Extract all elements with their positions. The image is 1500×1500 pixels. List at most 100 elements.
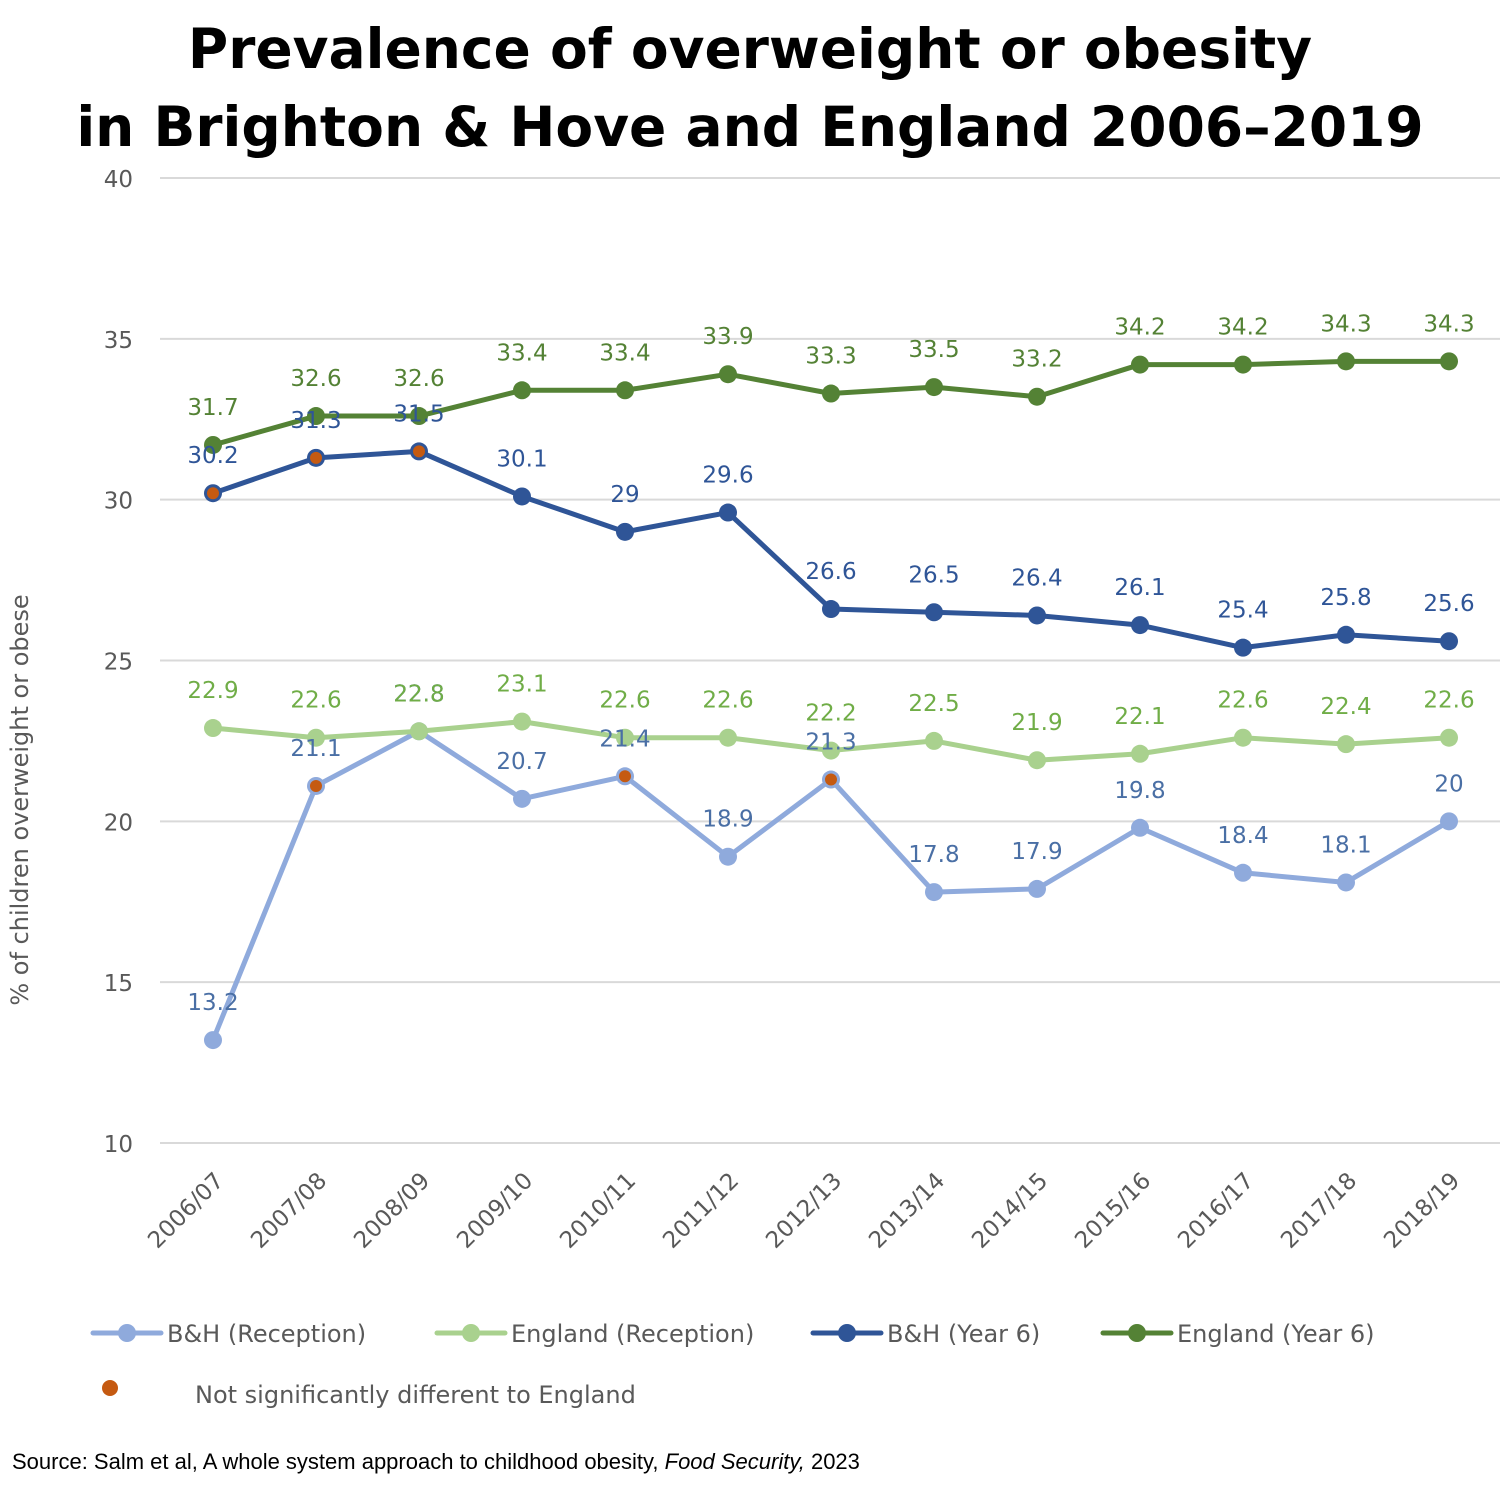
data-point (1131, 744, 1149, 763)
data-label: 33.9 (702, 324, 753, 350)
data-point (1440, 632, 1458, 651)
x-tick-label: 2017/18 (1276, 1168, 1362, 1254)
data-label: 22.6 (1217, 688, 1268, 714)
chart-title: Prevalence of overweight or obesity in B… (0, 10, 1500, 166)
data-label: 21.1 (290, 736, 341, 762)
data-point (1234, 863, 1252, 882)
data-point (1337, 873, 1355, 892)
y-tick-label: 10 (104, 1132, 133, 1158)
not-significant-point (310, 451, 322, 464)
data-label: 22.4 (1320, 694, 1371, 720)
data-point (307, 407, 325, 426)
not-significant-point (310, 779, 322, 792)
chart-title-line1: Prevalence of overweight or obesity (187, 17, 1313, 81)
data-label: 25.8 (1320, 585, 1371, 611)
data-point (925, 883, 943, 902)
data-label: 18.9 (702, 807, 753, 833)
data-label: 25.6 (1423, 591, 1474, 617)
chart-title-line2: in Brighton & Hove and England 2006–2019 (76, 95, 1424, 159)
x-tick-label: 2013/14 (864, 1168, 950, 1254)
data-label: 20.7 (496, 749, 547, 775)
y-tick-label: 15 (104, 971, 133, 997)
data-label: 29.6 (702, 463, 753, 489)
legend-significance-label: Not significantly different to England (195, 1381, 636, 1409)
source-journal: Food Security, (664, 1449, 805, 1474)
data-point (204, 719, 222, 738)
data-label: 22.8 (393, 681, 444, 707)
data-label: 21.4 (599, 726, 650, 752)
data-point (204, 1031, 222, 1050)
data-point (1131, 818, 1149, 837)
data-point (1337, 625, 1355, 644)
data-point (1234, 728, 1252, 747)
x-tick-label: 2008/09 (349, 1168, 435, 1254)
data-label: 25.4 (1217, 598, 1268, 624)
data-label: 22.1 (1114, 704, 1165, 730)
line-chart: 10 15 20 25 30 35 40 % of children overweight … (6, 167, 1500, 1409)
y-tick-label: 40 (104, 167, 133, 193)
data-label: 22.6 (290, 688, 341, 714)
legend-label: B&H (Year 6) (887, 1320, 1040, 1348)
data-label: 34.3 (1423, 311, 1474, 337)
data-label: 33.5 (908, 337, 959, 363)
y-tick-label: 20 (104, 810, 133, 836)
data-point (1131, 355, 1149, 374)
legend-swatch-marker (1128, 1324, 1146, 1342)
data-label: 13.2 (187, 990, 238, 1016)
data-label: 34.3 (1320, 311, 1371, 337)
data-point (1234, 355, 1252, 374)
data-label: 29 (610, 482, 639, 508)
data-point (1440, 352, 1458, 371)
data-point (719, 847, 737, 866)
not-significant-point (413, 445, 425, 458)
data-point (616, 381, 634, 400)
data-point (513, 487, 531, 506)
data-label: 30.1 (496, 446, 547, 472)
data-label: 31.3 (290, 408, 341, 434)
data-point (822, 600, 840, 619)
data-label: 18.1 (1320, 832, 1371, 858)
x-tick-label: 2007/08 (246, 1168, 332, 1254)
data-label: 22.6 (702, 688, 753, 714)
data-label: 20 (1434, 771, 1463, 797)
data-label: 26.6 (805, 559, 856, 585)
source-note: Source: Salm et al, A whole system appro… (12, 1449, 860, 1475)
legend-significance-marker (102, 1380, 118, 1396)
data-label: 19.8 (1114, 778, 1165, 804)
data-point (513, 789, 531, 808)
legend-item: England (Reception) (434, 1320, 754, 1348)
y-axis-label: % of children overweight or obese (6, 594, 34, 1005)
data-point (513, 712, 531, 731)
data-point (1028, 879, 1046, 898)
data-point (307, 728, 325, 747)
legend-label: England (Year 6) (1177, 1320, 1375, 1348)
data-label: 32.6 (290, 366, 341, 392)
data-point (925, 603, 943, 622)
data-point (616, 522, 634, 541)
data-label: 26.4 (1011, 565, 1062, 591)
data-point (1028, 387, 1046, 406)
series-group (204, 352, 1458, 1050)
y-axis-ticks: 10 15 20 25 30 35 40 (104, 167, 133, 1158)
data-label: 22.5 (908, 691, 959, 717)
data-point (1337, 352, 1355, 371)
data-point (1028, 751, 1046, 770)
legend-item: B&H (Reception) (90, 1320, 366, 1348)
x-tick-label: 2009/10 (452, 1168, 538, 1254)
x-tick-label: 2011/12 (658, 1168, 744, 1254)
not-significant-point (619, 770, 631, 783)
data-point (719, 728, 737, 747)
data-label: 21.3 (805, 730, 856, 756)
data-point (616, 728, 634, 747)
data-label: 31.7 (187, 395, 238, 421)
legend-label: B&H (Reception) (167, 1320, 366, 1348)
x-tick-label: 2014/15 (967, 1168, 1053, 1254)
data-label: 34.2 (1217, 315, 1268, 341)
data-point (925, 731, 943, 750)
data-label: 33.4 (599, 340, 650, 366)
x-tick-label: 2006/07 (143, 1168, 229, 1254)
data-point (1440, 812, 1458, 831)
data-point (1131, 616, 1149, 635)
data-point (1028, 606, 1046, 625)
data-label: 22.8 (393, 681, 444, 707)
